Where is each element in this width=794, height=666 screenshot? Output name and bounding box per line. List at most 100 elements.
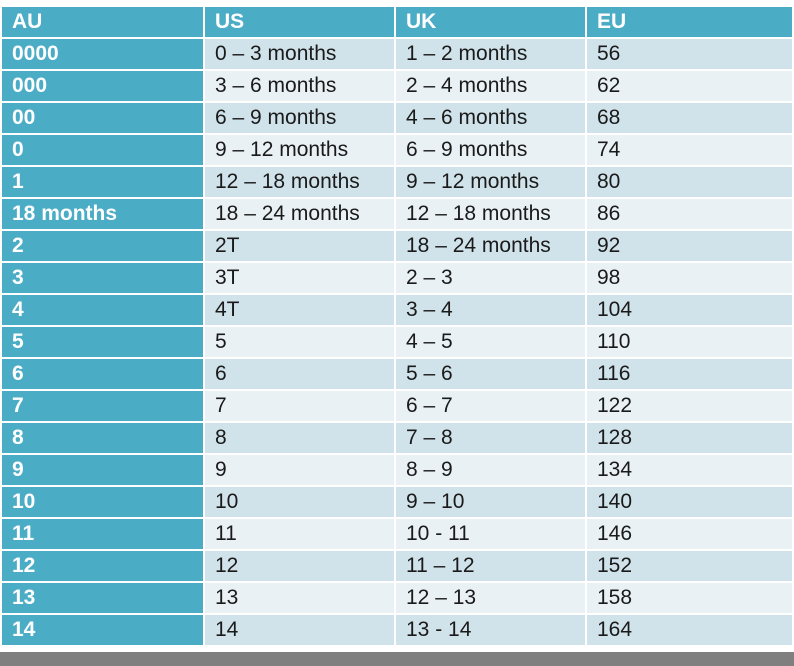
row-header-cell: 6 (2, 359, 203, 389)
row-header-cell: 00 (2, 103, 203, 133)
table-cell: 9 – 12 months (205, 135, 394, 165)
row-header-cell: 10 (2, 487, 203, 517)
table-cell: 80 (587, 167, 792, 197)
table-cell: 2 – 3 (396, 263, 585, 293)
header-cell: US (205, 7, 394, 37)
table-cell: 6 – 7 (396, 391, 585, 421)
table-cell: 8 (205, 423, 394, 453)
table-cell: 3T (205, 263, 394, 293)
table-cell: 12 – 18 months (396, 199, 585, 229)
table-cell: 110 (587, 327, 792, 357)
table-cell: 104 (587, 295, 792, 325)
table-cell: 12 – 18 months (205, 167, 394, 197)
table-cell: 0 – 3 months (205, 39, 394, 69)
table-cell: 12 – 13 (396, 583, 585, 613)
table-cell: 18 – 24 months (396, 231, 585, 261)
table-cell: 9 (205, 455, 394, 485)
header-cell: UK (396, 7, 585, 37)
table-cell: 68 (587, 103, 792, 133)
header-row: AU US UK EU (2, 7, 792, 37)
table-cell: 4 – 5 (396, 327, 585, 357)
table-cell: 134 (587, 455, 792, 485)
table-row: 13 13 12 – 13 158 (2, 583, 792, 613)
table-row: 4 4T 3 – 4 104 (2, 295, 792, 325)
table-row: 18 months 18 – 24 months 12 – 18 months 86 (2, 199, 792, 229)
table-cell: 9 – 10 (396, 487, 585, 517)
table-cell: 8 – 9 (396, 455, 585, 485)
header-cell: EU (587, 7, 792, 37)
row-header-cell: 5 (2, 327, 203, 357)
table-cell: 2 – 4 months (396, 71, 585, 101)
table-cell: 7 – 8 (396, 423, 585, 453)
table-cell: 122 (587, 391, 792, 421)
table-row: 12 12 11 – 12 152 (2, 551, 792, 581)
table-row: 00 6 – 9 months 4 – 6 months 68 (2, 103, 792, 133)
table-cell: 74 (587, 135, 792, 165)
table-cell: 158 (587, 583, 792, 613)
row-header-cell: 2 (2, 231, 203, 261)
table-cell: 140 (587, 487, 792, 517)
table-cell: 10 (205, 487, 394, 517)
table-row: 1 12 – 18 months 9 – 12 months 80 (2, 167, 792, 197)
row-header-cell: 18 months (2, 199, 203, 229)
table-cell: 6 – 9 months (205, 103, 394, 133)
table-cell: 128 (587, 423, 792, 453)
table-cell: 5 (205, 327, 394, 357)
table-cell: 13 - 14 (396, 615, 585, 645)
table-row: 14 14 13 - 14 164 (2, 615, 792, 645)
row-header-cell: 8 (2, 423, 203, 453)
row-header-cell: 3 (2, 263, 203, 293)
table-cell: 116 (587, 359, 792, 389)
row-header-cell: 000 (2, 71, 203, 101)
table-cell: 18 – 24 months (205, 199, 394, 229)
table-row: 10 10 9 – 10 140 (2, 487, 792, 517)
table-cell: 5 – 6 (396, 359, 585, 389)
table-cell: 92 (587, 231, 792, 261)
bottom-bar (0, 652, 794, 666)
row-header-cell: 0000 (2, 39, 203, 69)
table-row: 11 11 10 - 11 146 (2, 519, 792, 549)
table-cell: 3 – 6 months (205, 71, 394, 101)
row-header-cell: 7 (2, 391, 203, 421)
table-cell: 3 – 4 (396, 295, 585, 325)
table-cell: 86 (587, 199, 792, 229)
table-row: 3 3T 2 – 3 98 (2, 263, 792, 293)
header-cell: AU (2, 7, 203, 37)
row-header-cell: 11 (2, 519, 203, 549)
table-cell: 14 (205, 615, 394, 645)
row-header-cell: 14 (2, 615, 203, 645)
table-cell: 10 - 11 (396, 519, 585, 549)
row-header-cell: 13 (2, 583, 203, 613)
table-cell: 12 (205, 551, 394, 581)
table-body: 0000 0 – 3 months 1 – 2 months 56 000 3 – 6 m… (2, 39, 792, 645)
table-cell: 4 – 6 months (396, 103, 585, 133)
table-cell: 2T (205, 231, 394, 261)
table-cell: 4T (205, 295, 394, 325)
table-cell: 56 (587, 39, 792, 69)
row-header-cell: 12 (2, 551, 203, 581)
table-row: 000 3 – 6 months 2 – 4 months 62 (2, 71, 792, 101)
table-cell: 1 – 2 months (396, 39, 585, 69)
table-cell: 62 (587, 71, 792, 101)
row-header-cell: 9 (2, 455, 203, 485)
table-cell: 146 (587, 519, 792, 549)
table-cell: 11 (205, 519, 394, 549)
table-row: 2 2T 18 – 24 months 92 (2, 231, 792, 261)
table-cell: 11 – 12 (396, 551, 585, 581)
table-cell: 164 (587, 615, 792, 645)
table-cell: 6 (205, 359, 394, 389)
table-cell: 152 (587, 551, 792, 581)
table-row: 0000 0 – 3 months 1 – 2 months 56 (2, 39, 792, 69)
row-header-cell: 0 (2, 135, 203, 165)
row-header-cell: 4 (2, 295, 203, 325)
table-cell: 7 (205, 391, 394, 421)
table-cell: 6 – 9 months (396, 135, 585, 165)
table-cell: 13 (205, 583, 394, 613)
